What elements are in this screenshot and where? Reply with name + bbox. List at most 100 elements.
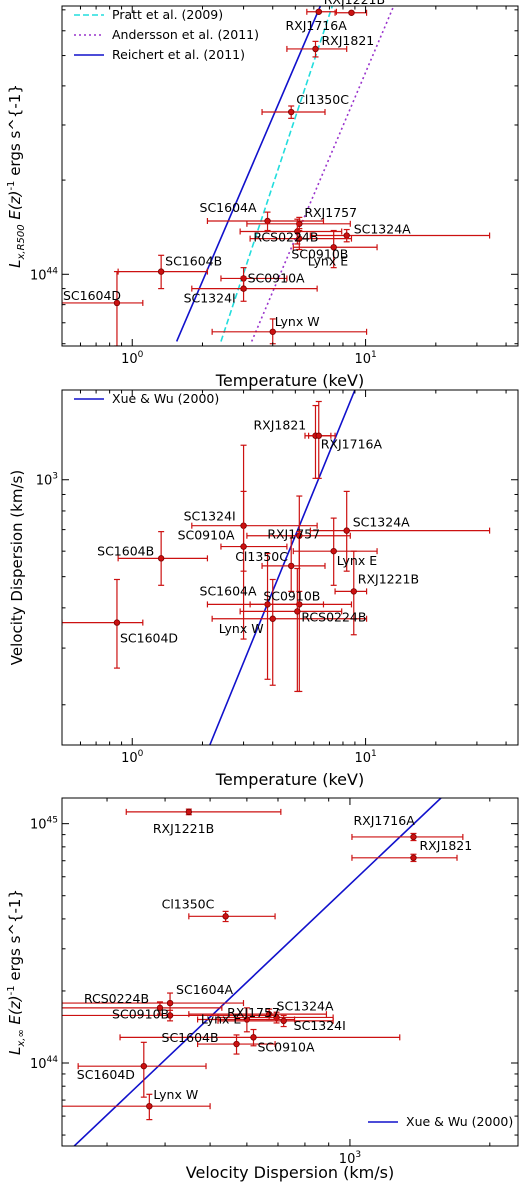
- data-point-lynx-e: [292, 229, 378, 269]
- fit-line-andersson-et-al-2011-: [250, 6, 395, 342]
- data-marker: [240, 543, 247, 550]
- legend: Pratt et al. (2009) Andersson et al. (201…: [74, 7, 259, 62]
- data-point-sc1604b: [117, 254, 209, 290]
- legend-entry: Pratt et al. (2009): [112, 7, 223, 22]
- point-label-sc0910a: SC0910A: [248, 270, 305, 285]
- point-label-sc1604d: SC1604D: [77, 1067, 135, 1082]
- data-marker: [343, 527, 350, 534]
- data-marker: [156, 1004, 164, 1012]
- data-point-rcs0224b: [62, 1001, 223, 1015]
- fit-line-reichert-et-al-2011-: [175, 6, 322, 342]
- data-marker: [233, 1040, 240, 1048]
- data-point-rxj1821: [286, 40, 348, 58]
- point-label-sc0910b: SC0910B: [263, 588, 320, 603]
- legend-entry: Xue & Wu (2000): [112, 391, 219, 406]
- data-point-lynx-w: [211, 578, 368, 686]
- data-point-rxj1221b: [306, 8, 338, 15]
- point-label-lynx-e: Lynx E: [201, 1011, 242, 1026]
- x-tick-label: 101: [354, 749, 376, 766]
- data-point-sc0910a: [220, 444, 288, 640]
- data-marker: [250, 1034, 257, 1041]
- point-label-sc1604d: SC1604D: [120, 631, 178, 646]
- data-point-rcs0224b: [239, 567, 343, 693]
- data-marker: [410, 854, 417, 862]
- point-label-rcs0224b: RCS0224B: [84, 991, 149, 1006]
- point-label-sc1604b: SC1604B: [97, 543, 154, 558]
- data-point-sc1324i: [191, 276, 318, 302]
- data-point-sc1604b: [197, 1034, 276, 1055]
- data-point-sc1604b: [117, 531, 209, 586]
- point-label-rxj1821: RXJ1821: [253, 418, 306, 433]
- point-label-rxj1757: RXJ1757: [227, 1005, 280, 1020]
- point-label-sc1324a: SC1324A: [277, 998, 334, 1013]
- data-point-sc1604d: [77, 1041, 207, 1098]
- data-marker: [240, 285, 247, 292]
- point-label-sc0910b: SC0910B: [112, 1006, 169, 1021]
- data-point-sc0910b: [249, 227, 353, 251]
- point-label-sc1324i: SC1324I: [184, 509, 236, 524]
- point-label-sc0910a: SC0910A: [178, 528, 235, 543]
- data-marker: [140, 1062, 148, 1070]
- data-marker: [185, 808, 193, 816]
- data-marker: [166, 999, 174, 1007]
- data-marker: [157, 555, 165, 562]
- data-point-rxj1716a: [351, 832, 464, 842]
- data-marker: [113, 619, 121, 626]
- y-axis-label: Velocity Dispersion (km/s): [8, 470, 26, 665]
- point-label-rxj1221b: RXJ1221B: [324, 0, 385, 7]
- data-marker: [315, 8, 322, 15]
- x-axis-label: Temperature (keV): [215, 371, 364, 390]
- point-label-rxj1757: RXJ1757: [267, 527, 320, 542]
- y-tick-label: 103: [36, 472, 58, 489]
- point-label-sc1604a: SC1604A: [176, 982, 233, 997]
- data-point-cl1350c: [261, 535, 326, 592]
- data-point-lynx-w: [62, 1093, 211, 1121]
- legend-entry: Reichert et al. (2011): [112, 47, 245, 62]
- data-marker: [350, 588, 357, 595]
- axes-frame: [61, 389, 519, 746]
- point-label-lynx-w: Lynx W: [153, 1087, 198, 1102]
- point-label-lynx-e: Lynx E: [337, 553, 378, 568]
- data-point-lynx-e: [292, 517, 378, 586]
- y-tick-label: 1045: [30, 816, 58, 833]
- data-marker: [269, 328, 276, 335]
- x-axis-label: Velocity Dispersion (km/s): [186, 1163, 394, 1182]
- point-label-rxj1221b: RXJ1221B: [358, 571, 419, 586]
- data-marker: [330, 547, 337, 555]
- point-label-cl1350c: Cl1350C: [235, 549, 288, 564]
- point-label-sc1324i: SC1324I: [184, 291, 236, 306]
- point-label-cl1350c: Cl1350C: [162, 896, 215, 911]
- point-label-lynx-e: Lynx E: [308, 253, 349, 268]
- point-label-lynx-w: Lynx W: [219, 621, 264, 636]
- legend-entry: Xue & Wu (2000): [406, 1114, 513, 1129]
- point-label-rxj1716a: RXJ1716A: [321, 437, 383, 452]
- point-label-sc1604a: SC1604A: [200, 200, 257, 215]
- data-point-rxj1821: [351, 853, 458, 863]
- point-label-sc0910b: SC0910B: [291, 247, 348, 262]
- data-marker: [330, 244, 337, 251]
- data-marker: [288, 108, 295, 116]
- x-axis-label: Temperature (keV): [215, 770, 364, 789]
- data-point-sc1324i: [217, 1014, 334, 1028]
- data-point-rxj1716a: [308, 400, 336, 479]
- legend: Xue & Wu (2000): [368, 1114, 513, 1129]
- point-label-rxj1821: RXJ1821: [419, 838, 472, 853]
- y-axis-label: Lx,R500 E(z)-1 ergs s^{-1}: [6, 84, 27, 268]
- point-label-sc1604b: SC1604B: [162, 1030, 219, 1045]
- plot-area: [62, 390, 491, 745]
- axes-frame: [61, 5, 519, 347]
- plot-area: [62, 798, 464, 1146]
- point-label-sc1604b: SC1604B: [165, 254, 222, 269]
- data-marker: [348, 9, 355, 16]
- plot-area: [62, 6, 491, 346]
- data-point-sc1324a: [309, 490, 491, 572]
- data-point-sc1324a: [309, 228, 491, 243]
- point-label-rxj1757: RXJ1757: [304, 205, 357, 220]
- data-marker: [113, 299, 121, 307]
- data-point-rxj1757: [246, 495, 351, 592]
- data-point-rxj1716a: [334, 9, 368, 16]
- point-label-rxj1821: RXJ1821: [321, 33, 374, 48]
- fit-line-xue-wu-2000-: [73, 798, 442, 1146]
- y-axis-label: Lx,∞ E(z)-1 ergs s^{-1}: [6, 889, 27, 1055]
- x-tick-label: 100: [121, 749, 144, 766]
